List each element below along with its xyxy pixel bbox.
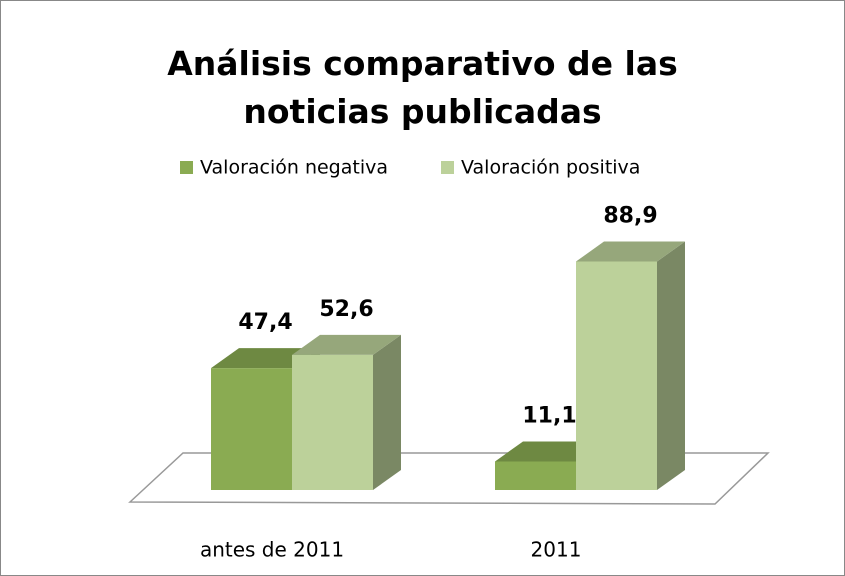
x-tick-label: antes de 2011 bbox=[200, 538, 344, 562]
bar-side bbox=[373, 334, 401, 490]
bar-top bbox=[292, 334, 401, 355]
legend-swatch bbox=[441, 161, 454, 174]
legend-label: Valoración positiva bbox=[461, 157, 640, 179]
bar-front bbox=[495, 461, 576, 490]
bar-front bbox=[292, 354, 373, 490]
bar-front bbox=[576, 261, 657, 490]
value-label: 47,4 bbox=[238, 310, 292, 335]
bar-side bbox=[657, 241, 685, 490]
chart-title: Análisis comparativo de las noticias pub… bbox=[167, 44, 678, 131]
bar bbox=[576, 241, 685, 490]
x-tick-label: 2011 bbox=[531, 538, 582, 562]
value-label: 11,1 bbox=[522, 403, 576, 428]
value-label: 88,9 bbox=[603, 204, 657, 229]
legend-swatch bbox=[180, 161, 193, 174]
bar bbox=[292, 334, 401, 490]
bar-top bbox=[576, 241, 685, 262]
bar-front bbox=[211, 368, 292, 490]
legend-label: Valoración negativa bbox=[200, 157, 388, 179]
value-label: 52,6 bbox=[319, 297, 373, 322]
